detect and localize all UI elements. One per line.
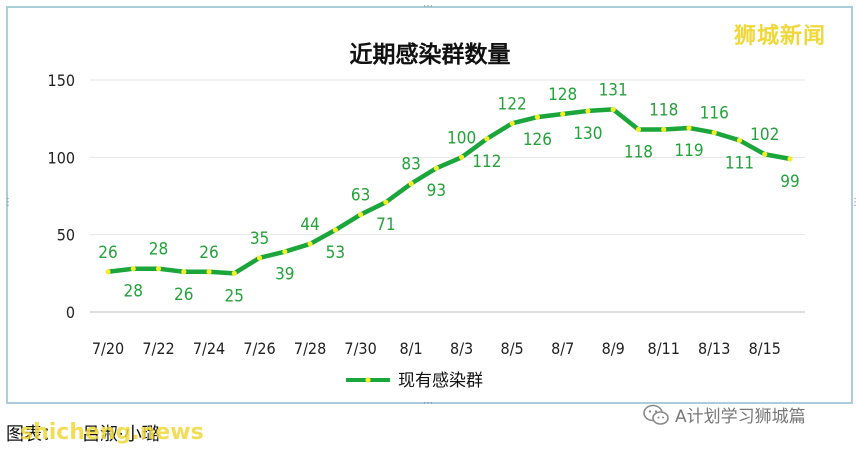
data-point <box>206 269 212 275</box>
x-tick-label: 8/7 <box>551 339 574 358</box>
x-tick-label: 7/26 <box>243 339 275 358</box>
data-label: 112 <box>472 152 501 172</box>
data-label: 111 <box>725 153 754 173</box>
resize-handle-bottom[interactable]: ⋯ <box>423 398 433 409</box>
data-label: 35 <box>250 229 269 249</box>
data-point <box>686 125 692 131</box>
data-point <box>383 199 389 205</box>
resize-handle-right[interactable]: ⋮ <box>850 197 860 208</box>
x-tick-label: 7/28 <box>294 339 326 358</box>
data-labels: 26 28 28 26 26 25 35 39 44 53 63 71 83 93 100 112 122 126… <box>98 80 799 306</box>
site-watermark: shicheng.news <box>20 420 204 445</box>
data-point <box>509 120 515 126</box>
data-label: 118 <box>649 100 678 120</box>
data-label: 119 <box>674 141 703 161</box>
data-point <box>332 227 338 233</box>
data-label: 25 <box>225 286 244 306</box>
data-point <box>307 241 313 247</box>
data-point <box>408 181 414 187</box>
credit-label: 图表： <box>6 424 60 445</box>
legend-marker <box>365 377 371 383</box>
data-label: 26 <box>199 243 218 263</box>
resize-handle-top[interactable]: ⋯ <box>423 1 433 12</box>
x-tick-label: 7/30 <box>344 339 376 358</box>
data-point <box>534 114 541 120</box>
data-point <box>231 270 237 276</box>
data-point <box>661 126 667 133</box>
data-point <box>585 108 591 114</box>
wechat-account-name: A计划学习狮城篇 <box>675 407 806 427</box>
data-label: 44 <box>300 215 319 235</box>
legend-label: 现有感染群 <box>398 371 483 391</box>
data-label: 131 <box>599 80 628 100</box>
x-tick-label: 7/22 <box>142 339 174 358</box>
x-tick-label: 7/20 <box>92 339 124 358</box>
y-tick-label: 0 <box>66 303 75 322</box>
y-tick-label: 50 <box>57 226 75 245</box>
data-label: 53 <box>326 243 345 263</box>
data-point <box>282 249 288 255</box>
x-tick-label: 8/5 <box>501 339 524 358</box>
data-point <box>256 255 263 261</box>
wechat-attribution[interactable]: A计划学习狮城篇 <box>643 402 806 427</box>
data-point <box>610 106 616 112</box>
data-label: 28 <box>149 240 168 260</box>
data-point <box>155 266 162 272</box>
data-label: 99 <box>780 172 799 192</box>
data-point <box>433 165 439 171</box>
brand-watermark: 狮城新闻 <box>734 24 827 49</box>
data-label: 126 <box>523 130 552 150</box>
legend: 现有感染群 <box>346 371 483 391</box>
resize-handle-left[interactable]: ⋮ <box>3 197 13 208</box>
data-label: 128 <box>548 85 577 105</box>
data-point <box>484 136 490 142</box>
data-point <box>560 111 566 117</box>
data-label: 93 <box>427 181 446 201</box>
data-point <box>635 126 642 133</box>
data-label: 116 <box>700 104 729 124</box>
credit-line: 图表： 吕淑·小璐 <box>6 420 160 446</box>
wechat-icon <box>643 404 669 425</box>
x-tick-label: 8/15 <box>749 339 781 358</box>
data-point <box>711 129 717 136</box>
credit-author: 吕淑·小璐 <box>82 424 160 445</box>
x-tick-label: 8/13 <box>698 339 730 358</box>
x-tick-label: 8/3 <box>450 339 473 358</box>
data-label: 39 <box>275 265 294 285</box>
data-label: 26 <box>174 285 193 305</box>
data-label: 28 <box>124 282 143 302</box>
data-label: 130 <box>573 124 602 144</box>
data-point <box>130 266 136 272</box>
data-label: 83 <box>401 155 420 175</box>
x-axis: 7/20 7/22 7/24 7/26 7/28 7/30 8/1 8/3 8/5 8/7 8/9 8… <box>92 339 781 358</box>
y-tick-label: 100 <box>48 148 75 167</box>
x-tick-label: 7/24 <box>193 339 225 358</box>
data-label: 102 <box>750 125 779 145</box>
data-label: 100 <box>447 128 476 148</box>
data-point <box>181 269 187 275</box>
x-tick-label: 8/11 <box>648 339 680 358</box>
data-point <box>357 211 364 218</box>
y-axis: 0 50 100 150 <box>48 71 75 322</box>
series-line <box>105 107 793 276</box>
grid <box>90 79 805 313</box>
x-tick-label: 8/9 <box>602 339 625 358</box>
data-point <box>787 156 793 162</box>
data-label: 26 <box>98 243 117 263</box>
data-label: 71 <box>376 215 395 235</box>
data-label: 118 <box>624 142 653 162</box>
y-tick-label: 150 <box>48 71 75 90</box>
chart-title: 近期感染群数量 <box>350 41 511 68</box>
x-tick-label: 8/1 <box>400 339 423 358</box>
series-现有感染群 <box>105 106 793 276</box>
data-label: 63 <box>351 186 370 206</box>
data-point <box>105 269 111 275</box>
data-point <box>736 137 743 143</box>
data-point <box>762 151 768 157</box>
data-label: 122 <box>498 94 527 114</box>
chart-frame <box>6 6 853 404</box>
data-point <box>459 154 465 160</box>
